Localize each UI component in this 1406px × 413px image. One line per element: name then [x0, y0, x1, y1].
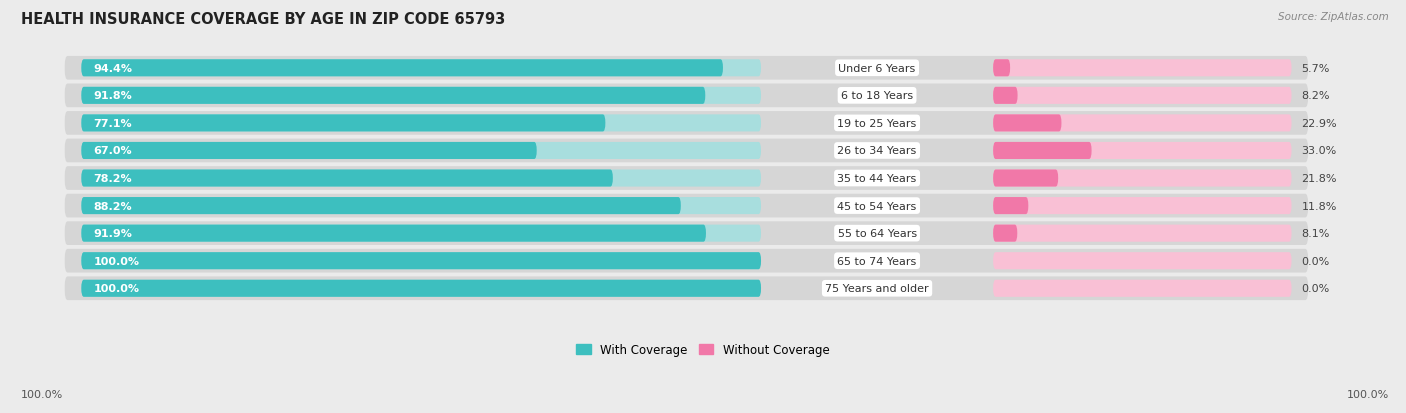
- FancyBboxPatch shape: [993, 252, 1292, 270]
- Text: 91.9%: 91.9%: [94, 228, 132, 239]
- FancyBboxPatch shape: [82, 252, 761, 270]
- Text: 21.8%: 21.8%: [1302, 173, 1337, 184]
- FancyBboxPatch shape: [993, 60, 1292, 77]
- FancyBboxPatch shape: [82, 225, 761, 242]
- FancyBboxPatch shape: [993, 197, 1028, 215]
- FancyBboxPatch shape: [993, 142, 1091, 159]
- Text: 6 to 18 Years: 6 to 18 Years: [841, 91, 912, 101]
- Text: 77.1%: 77.1%: [94, 119, 132, 128]
- Text: 8.1%: 8.1%: [1302, 228, 1330, 239]
- Text: Source: ZipAtlas.com: Source: ZipAtlas.com: [1278, 12, 1389, 22]
- Text: 100.0%: 100.0%: [94, 256, 139, 266]
- FancyBboxPatch shape: [993, 115, 1292, 132]
- FancyBboxPatch shape: [82, 60, 761, 77]
- Text: 35 to 44 Years: 35 to 44 Years: [838, 173, 917, 184]
- Text: 26 to 34 Years: 26 to 34 Years: [838, 146, 917, 156]
- Text: 67.0%: 67.0%: [94, 146, 132, 156]
- Text: 19 to 25 Years: 19 to 25 Years: [838, 119, 917, 128]
- FancyBboxPatch shape: [82, 142, 761, 159]
- FancyBboxPatch shape: [82, 115, 606, 132]
- FancyBboxPatch shape: [993, 88, 1018, 104]
- FancyBboxPatch shape: [993, 60, 1010, 77]
- Text: 78.2%: 78.2%: [94, 173, 132, 184]
- FancyBboxPatch shape: [993, 88, 1292, 104]
- Legend: With Coverage, Without Coverage: With Coverage, Without Coverage: [572, 338, 834, 361]
- FancyBboxPatch shape: [65, 139, 1308, 163]
- FancyBboxPatch shape: [993, 280, 1292, 297]
- FancyBboxPatch shape: [65, 222, 1308, 245]
- FancyBboxPatch shape: [82, 252, 761, 270]
- Text: 5.7%: 5.7%: [1302, 64, 1330, 74]
- Text: 65 to 74 Years: 65 to 74 Years: [838, 256, 917, 266]
- Text: 33.0%: 33.0%: [1302, 146, 1337, 156]
- FancyBboxPatch shape: [65, 57, 1308, 81]
- FancyBboxPatch shape: [82, 280, 761, 297]
- FancyBboxPatch shape: [65, 84, 1308, 108]
- Text: 0.0%: 0.0%: [1302, 284, 1330, 294]
- FancyBboxPatch shape: [82, 197, 681, 215]
- FancyBboxPatch shape: [82, 225, 706, 242]
- Text: 100.0%: 100.0%: [94, 284, 139, 294]
- FancyBboxPatch shape: [82, 88, 706, 104]
- FancyBboxPatch shape: [82, 170, 761, 187]
- Text: 22.9%: 22.9%: [1302, 119, 1337, 128]
- Text: 75 Years and older: 75 Years and older: [825, 284, 929, 294]
- Text: 8.2%: 8.2%: [1302, 91, 1330, 101]
- FancyBboxPatch shape: [65, 277, 1308, 300]
- Text: 0.0%: 0.0%: [1302, 256, 1330, 266]
- Text: 100.0%: 100.0%: [1347, 389, 1389, 399]
- Text: 45 to 54 Years: 45 to 54 Years: [838, 201, 917, 211]
- FancyBboxPatch shape: [993, 225, 1018, 242]
- FancyBboxPatch shape: [82, 115, 761, 132]
- FancyBboxPatch shape: [65, 249, 1308, 273]
- Text: 91.8%: 91.8%: [94, 91, 132, 101]
- FancyBboxPatch shape: [82, 197, 761, 215]
- FancyBboxPatch shape: [82, 88, 761, 104]
- FancyBboxPatch shape: [82, 60, 723, 77]
- FancyBboxPatch shape: [993, 170, 1292, 187]
- FancyBboxPatch shape: [993, 225, 1292, 242]
- FancyBboxPatch shape: [65, 194, 1308, 218]
- Text: 100.0%: 100.0%: [21, 389, 63, 399]
- Text: 94.4%: 94.4%: [94, 64, 132, 74]
- Text: 11.8%: 11.8%: [1302, 201, 1337, 211]
- Text: Under 6 Years: Under 6 Years: [838, 64, 915, 74]
- Text: 88.2%: 88.2%: [94, 201, 132, 211]
- FancyBboxPatch shape: [82, 170, 613, 187]
- FancyBboxPatch shape: [993, 170, 1059, 187]
- FancyBboxPatch shape: [993, 115, 1062, 132]
- FancyBboxPatch shape: [65, 167, 1308, 190]
- FancyBboxPatch shape: [65, 112, 1308, 135]
- FancyBboxPatch shape: [82, 142, 537, 159]
- FancyBboxPatch shape: [993, 142, 1292, 159]
- Text: HEALTH INSURANCE COVERAGE BY AGE IN ZIP CODE 65793: HEALTH INSURANCE COVERAGE BY AGE IN ZIP …: [21, 12, 505, 27]
- Text: 55 to 64 Years: 55 to 64 Years: [838, 228, 917, 239]
- FancyBboxPatch shape: [993, 197, 1292, 215]
- FancyBboxPatch shape: [82, 280, 761, 297]
